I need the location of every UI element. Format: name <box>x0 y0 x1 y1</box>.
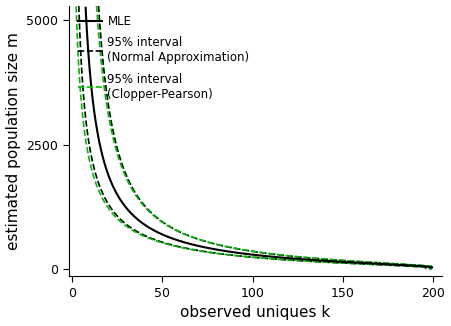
X-axis label: observed uniques k: observed uniques k <box>180 305 331 320</box>
Legend: MLE, 95% interval
(Normal Approximation), 95% interval
(Clopper-Pearson): MLE, 95% interval (Normal Approximation)… <box>74 11 253 104</box>
Y-axis label: estimated population size m: estimated population size m <box>5 32 21 250</box>
